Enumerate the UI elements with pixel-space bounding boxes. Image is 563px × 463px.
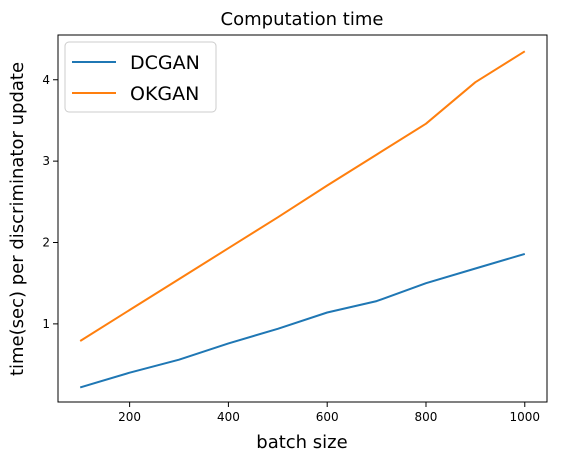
x-tick-label: 600 bbox=[316, 410, 339, 424]
series-line-okgan bbox=[79, 50, 526, 342]
y-tick-label: 4 bbox=[42, 73, 50, 87]
y-tick-label: 1 bbox=[42, 317, 50, 331]
x-axis-ticks: 200 400 600 800 1000 bbox=[118, 402, 540, 424]
x-tick-label: 200 bbox=[118, 410, 141, 424]
legend-label-dcgan: DCGAN bbox=[130, 52, 200, 74]
x-axis-label: batch size bbox=[256, 432, 347, 453]
legend-box bbox=[64, 41, 217, 113]
y-tick-label: 2 bbox=[42, 236, 50, 250]
x-tick-label: 800 bbox=[415, 410, 438, 424]
y-axis-ticks: 1 2 3 4 bbox=[42, 73, 58, 331]
plot-frame bbox=[57, 34, 548, 403]
chart-title: Computation time bbox=[221, 9, 384, 30]
legend-label-okgan: OKGAN bbox=[130, 83, 199, 105]
y-tick-label: 3 bbox=[42, 154, 50, 168]
x-tick-label: 1000 bbox=[509, 410, 540, 424]
series-line-dcgan bbox=[79, 252, 526, 389]
plot-lines bbox=[79, 50, 526, 389]
y-axis-label: time(sec) per discriminator update bbox=[7, 62, 28, 376]
x-tick-label: 400 bbox=[217, 410, 240, 424]
legend: DCGAN OKGAN bbox=[64, 41, 217, 113]
